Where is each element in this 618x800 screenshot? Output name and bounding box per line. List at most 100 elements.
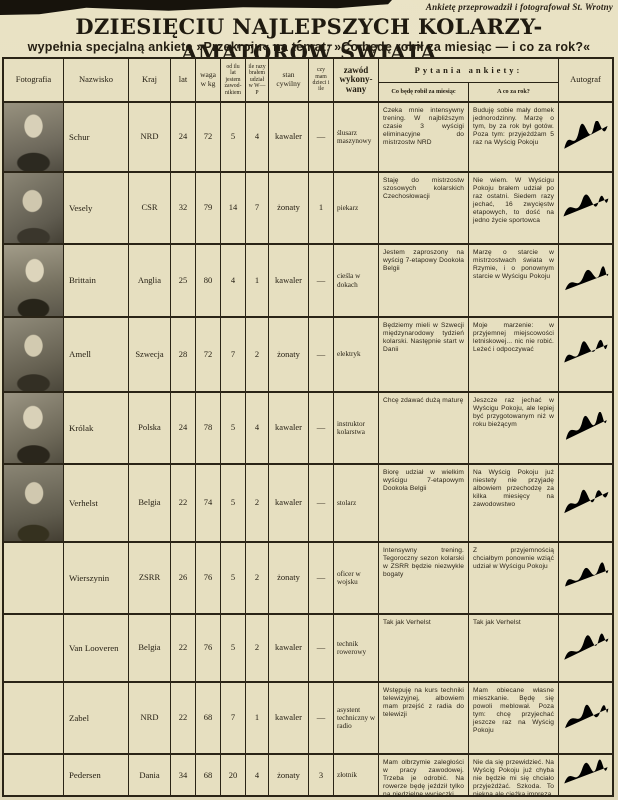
children-cell: 3 — [308, 755, 333, 795]
name-cell: Vesely — [63, 173, 128, 243]
q-year-cell: Mam obiecane własne mieszkanie. Będę się… — [468, 683, 558, 753]
years-pro-cell: 4 — [220, 245, 245, 316]
marital-cell: kawaler — [268, 615, 308, 681]
years-pro-cell: 5 — [220, 543, 245, 613]
years-pro-cell: 7 — [220, 683, 245, 753]
wp-starts-cell: 2 — [245, 543, 268, 613]
cyclist-photo — [4, 615, 63, 681]
autograph-signature — [558, 173, 612, 243]
q-month-cell: Tak jak Verhelst — [378, 615, 468, 681]
age-cell: 22 — [170, 683, 195, 753]
job-cell: piekarz — [333, 173, 378, 243]
cyclist-photo — [4, 393, 63, 463]
name-cell: Zabel — [63, 683, 128, 753]
table-row: Verhelst Belgia 22 74 5 2 kawaler — stol… — [4, 463, 612, 541]
cyclist-photo — [4, 755, 63, 795]
age-cell: 25 — [170, 245, 195, 316]
country-cell: CSR — [128, 173, 170, 243]
marital-cell: kawaler — [268, 103, 308, 171]
table-row: Brittain Anglia 25 80 4 1 kawaler — cieś… — [4, 243, 612, 316]
q-year-cell: Jeszcze raz jechać w Wyścigu Pokoju, ale… — [468, 393, 558, 463]
weight-cell: 76 — [195, 615, 220, 681]
table-row: Amell Szwecja 28 72 7 2 żonaty — elektry… — [4, 316, 612, 391]
header-survey-title: Pytania ankiety: — [379, 59, 558, 84]
weight-cell: 74 — [195, 465, 220, 541]
header-age: lat — [170, 59, 195, 101]
job-cell: złotnik — [333, 755, 378, 795]
header-marital: stan cywilny — [268, 59, 308, 101]
header-years-pro: od ilu lat jestem zawod­nikiem — [220, 59, 245, 101]
header-country: Kraj — [128, 59, 170, 101]
age-cell: 22 — [170, 615, 195, 681]
age-cell: 24 — [170, 103, 195, 171]
job-cell: oficer w wojsku — [333, 543, 378, 613]
marital-cell: kawaler — [268, 245, 308, 316]
job-cell: stolarz — [333, 465, 378, 541]
autograph-signature — [558, 245, 612, 316]
table-row: Pedersen Dania 34 68 20 4 żonaty 3 złotn… — [4, 753, 612, 795]
q-year-cell: Tak jak Verhelst — [468, 615, 558, 681]
weight-cell: 78 — [195, 393, 220, 463]
children-cell: 1 — [308, 173, 333, 243]
autograph-signature — [558, 465, 612, 541]
years-pro-cell: 7 — [220, 318, 245, 391]
country-cell: Anglia — [128, 245, 170, 316]
table-row: Wierszynin ZSRR 26 76 5 2 żonaty — ofice… — [4, 541, 612, 613]
autograph-signature — [558, 318, 612, 391]
name-cell: Schur — [63, 103, 128, 171]
weight-cell: 72 — [195, 318, 220, 391]
autograph-signature — [558, 755, 612, 795]
autograph-signature — [558, 615, 612, 681]
children-cell: — — [308, 245, 333, 316]
header-children: czy mam dzieci i ile — [308, 59, 333, 101]
age-cell: 26 — [170, 543, 195, 613]
age-cell: 24 — [170, 393, 195, 463]
country-cell: Polska — [128, 393, 170, 463]
q-month-cell: Jestem zaproszony na wyścig 7-etapowy Do… — [378, 245, 468, 316]
q-month-cell: Mam olbrzymie zaległości w pracy zawodow… — [378, 755, 468, 795]
country-cell: Dania — [128, 755, 170, 795]
country-cell: ZSRR — [128, 543, 170, 613]
years-pro-cell: 5 — [220, 615, 245, 681]
name-cell: Van Looveren — [63, 615, 128, 681]
wp-starts-cell: 2 — [245, 615, 268, 681]
name-cell: Królak — [63, 393, 128, 463]
weight-cell: 80 — [195, 245, 220, 316]
job-cell: technik rowerowy — [333, 615, 378, 681]
q-month-cell: Biorę udział w wielkim wyścigu 7-etapowy… — [378, 465, 468, 541]
wp-starts-cell: 4 — [245, 755, 268, 795]
weight-cell: 79 — [195, 173, 220, 243]
years-pro-cell: 20 — [220, 755, 245, 795]
cyclist-photo — [4, 245, 63, 316]
header-weight: waga w kg — [195, 59, 220, 101]
header-photo: Fotografia — [15, 74, 52, 85]
cyclist-photo — [4, 103, 63, 171]
page-subtitle: wypełnia specjalną ankietę »Przekroju« n… — [27, 40, 591, 54]
cyclist-photo — [4, 683, 63, 753]
marital-cell: żonaty — [268, 318, 308, 391]
job-cell: ślusarz maszynowy — [333, 103, 378, 171]
table-row: Schur NRD 24 72 5 4 kawaler — ślusarz ma… — [4, 101, 612, 171]
weight-cell: 68 — [195, 755, 220, 795]
age-cell: 34 — [170, 755, 195, 795]
autograph-signature — [558, 103, 612, 171]
weight-cell: 72 — [195, 103, 220, 171]
children-cell: — — [308, 318, 333, 391]
marital-cell: żonaty — [268, 543, 308, 613]
q-year-cell: Moje marzenie: w przyjemnej miejscowości… — [468, 318, 558, 391]
table-row: Królak Polska 24 78 5 4 kawaler — instru… — [4, 391, 612, 463]
wp-starts-cell: 7 — [245, 173, 268, 243]
q-month-cell: Będziemy mieli w Szwecji międzynarodowy … — [378, 318, 468, 391]
job-cell: instruktor kolarstwa — [333, 393, 378, 463]
header-autograph: Autograf — [558, 59, 612, 101]
name-cell: Amell — [63, 318, 128, 391]
table-row: Zabel NRD 22 68 7 1 kawaler — asystent t… — [4, 681, 612, 753]
q-month-cell: Staję do mistrzostw szosowych kolarskich… — [378, 173, 468, 243]
q-month-cell: Chcę zdawać dużą maturę — [378, 393, 468, 463]
children-cell: — — [308, 683, 333, 753]
q-year-cell: Nie da się przewidzieć. Na Wyścig Pokoju… — [468, 755, 558, 795]
q-year-cell: Marzę o starcie w mistrzostwach świata w… — [468, 245, 558, 316]
children-cell: — — [308, 103, 333, 171]
years-pro-cell: 14 — [220, 173, 245, 243]
weight-cell: 68 — [195, 683, 220, 753]
